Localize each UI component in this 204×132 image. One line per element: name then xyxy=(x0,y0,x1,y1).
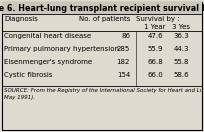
Text: Table 6. Heart-lung transplant recipient survival by di: Table 6. Heart-lung transplant recipient… xyxy=(0,4,204,13)
Text: 3 Yes: 3 Yes xyxy=(172,24,190,30)
FancyBboxPatch shape xyxy=(2,2,202,14)
Text: 182: 182 xyxy=(117,59,130,65)
Text: 36.3: 36.3 xyxy=(173,33,189,39)
Text: 154: 154 xyxy=(117,72,130,78)
Text: 47.6: 47.6 xyxy=(147,33,163,39)
Text: 1 Year: 1 Year xyxy=(144,24,166,30)
Text: 66.8: 66.8 xyxy=(147,59,163,65)
Text: 285: 285 xyxy=(117,46,130,52)
Text: 58.6: 58.6 xyxy=(173,72,189,78)
Text: Primary pulmonary hypertension: Primary pulmonary hypertension xyxy=(4,46,119,52)
Text: Cystic fibrosis: Cystic fibrosis xyxy=(4,72,52,78)
Text: 55.8: 55.8 xyxy=(173,59,189,65)
Text: Diagnosis: Diagnosis xyxy=(4,16,38,22)
Text: 86: 86 xyxy=(121,33,130,39)
Text: May 1991).: May 1991). xyxy=(4,95,35,100)
Text: Eisenmenger's syndrome: Eisenmenger's syndrome xyxy=(4,59,92,65)
Text: Congenital heart disease: Congenital heart disease xyxy=(4,33,91,39)
Text: Survival by :: Survival by : xyxy=(136,16,180,22)
FancyBboxPatch shape xyxy=(2,2,202,130)
Text: 55.9: 55.9 xyxy=(147,46,163,52)
Text: SOURCE: From the Registry of the International Society for Heart and Lu: SOURCE: From the Registry of the Interna… xyxy=(4,88,203,93)
Text: 66.0: 66.0 xyxy=(147,72,163,78)
Text: 44.3: 44.3 xyxy=(173,46,189,52)
Text: No. of patients: No. of patients xyxy=(79,16,130,22)
